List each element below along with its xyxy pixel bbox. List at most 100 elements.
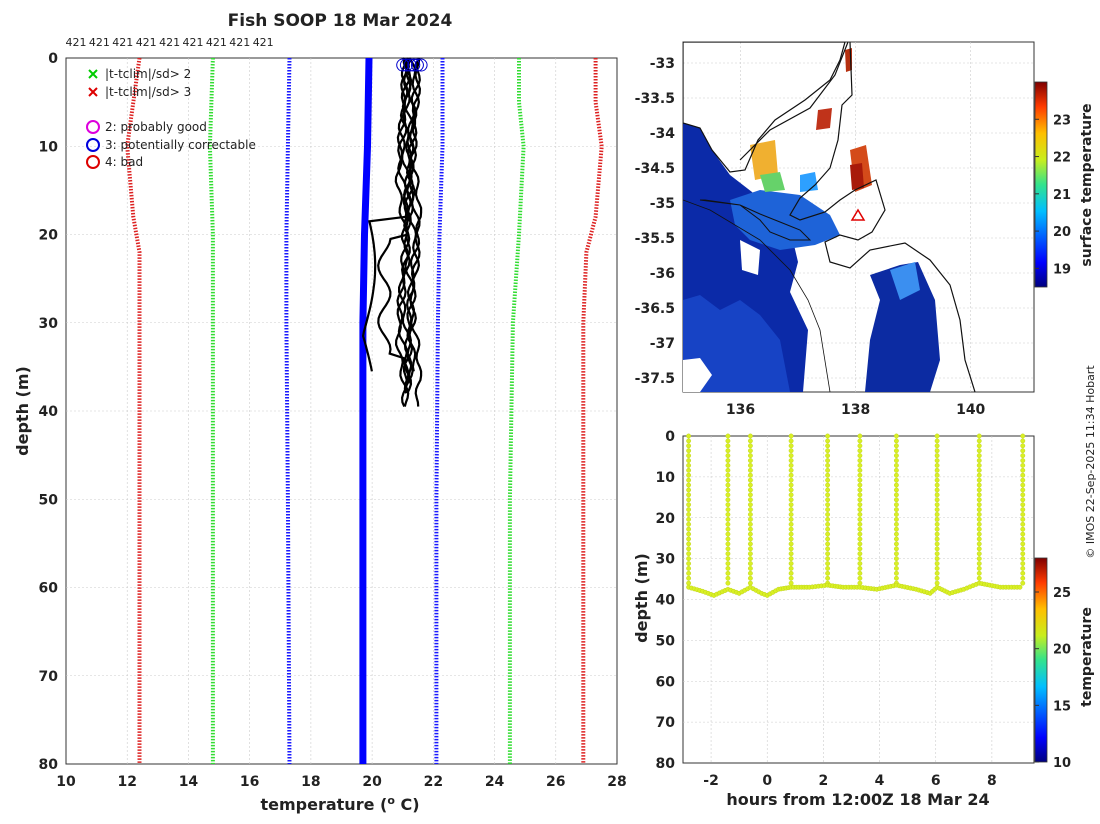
cast-point <box>725 512 731 517</box>
cast-point <box>686 512 692 517</box>
cast-point <box>934 458 940 463</box>
qc-flag-marker <box>410 58 424 72</box>
cast-point <box>825 551 831 557</box>
cast-point <box>747 526 753 532</box>
cast-point <box>825 546 831 552</box>
cast-point <box>788 580 794 586</box>
surface-temperature-colorbar <box>1034 81 1048 288</box>
cast-point <box>788 566 794 571</box>
temperature-colorbar-tick-label: 15 <box>1053 699 1071 714</box>
y-tick-label: 40 <box>39 404 59 420</box>
cast-point <box>725 477 731 483</box>
cast-point <box>747 443 753 449</box>
cast-point <box>686 575 692 581</box>
depth-time-x-tick-label: -2 <box>703 773 719 789</box>
cast-point <box>825 561 831 566</box>
cast-point <box>976 438 982 444</box>
cast-point <box>686 477 692 483</box>
cast-point <box>1020 512 1026 517</box>
cast-point <box>857 556 863 562</box>
coastline-east <box>739 42 976 392</box>
map-y-tick-label: -36 <box>650 266 675 282</box>
cast-point <box>934 531 940 537</box>
cast-point <box>725 492 731 498</box>
x-tick-label: 14 <box>179 774 199 790</box>
cast-point <box>934 556 940 562</box>
cast-point <box>825 526 831 532</box>
cast-point <box>857 443 863 449</box>
cast-point <box>825 448 831 454</box>
surface-colorbar-tick-label: 20 <box>1053 225 1071 240</box>
legend-circle-marker <box>86 155 100 169</box>
map-ticks: 136 138 140 -33 -33.5 -34 -34.5 -35 -35.5 -36 -36.… <box>635 56 986 418</box>
cast-point <box>894 516 899 522</box>
cast-point <box>934 463 940 468</box>
cast-point <box>747 566 753 571</box>
cast-point <box>1020 575 1026 581</box>
cast-point <box>976 561 982 566</box>
climatology-line--3-sd <box>125 58 142 764</box>
cast-point <box>894 566 899 571</box>
cast-point <box>788 458 794 463</box>
cast-point <box>788 551 794 557</box>
depth-time-grid <box>683 436 1034 763</box>
cast-point <box>934 516 940 522</box>
cast-point <box>857 546 863 552</box>
cast-point <box>894 433 899 439</box>
x-axis-label: temperature (o C) <box>260 794 419 814</box>
legend-x-marker <box>88 87 98 97</box>
cast-point <box>686 580 692 586</box>
cast-point <box>747 463 753 468</box>
cast-point <box>725 516 731 522</box>
cast-point <box>788 477 794 483</box>
cast-point <box>686 443 692 449</box>
cast-point <box>894 526 899 532</box>
cast-point <box>934 482 940 488</box>
top-count-label: 421 <box>66 36 87 49</box>
cast-point <box>894 575 899 581</box>
cast-point <box>686 448 692 454</box>
cast-point <box>857 458 863 463</box>
cast-point <box>1020 438 1026 444</box>
cast-point <box>686 502 692 508</box>
cast-point <box>934 575 940 581</box>
cast-point <box>976 536 982 542</box>
cast-point <box>747 448 753 454</box>
cast-point <box>894 521 899 527</box>
land-gap-1 <box>683 358 712 392</box>
land-gap-2 <box>740 240 760 275</box>
cast-point <box>686 487 692 493</box>
cast-point <box>788 546 794 552</box>
cast-point <box>825 458 831 463</box>
cast-point <box>725 433 731 439</box>
depth-time-y-tick-label: 20 <box>656 511 676 527</box>
coastline-kangaroo-island <box>699 199 812 241</box>
cast-point <box>686 463 692 468</box>
cast-point <box>788 521 794 527</box>
depth-time-x-tick-label: 0 <box>762 773 772 789</box>
temperature-profile <box>377 57 418 394</box>
cast-point <box>976 467 982 473</box>
cast-point <box>934 492 940 498</box>
map-y-tick-label: -37 <box>650 336 675 352</box>
y-tick-label: 80 <box>39 757 59 773</box>
profile-panel: Fish SOOP 18 Mar 2024 421 421 421 421 421 421… <box>13 11 627 814</box>
cast-point <box>857 531 863 537</box>
depth-time-x-tick-label: 6 <box>931 773 941 789</box>
depth-time-y-tick-label: 10 <box>656 470 676 486</box>
cast-point <box>894 497 899 503</box>
shelf-contour <box>683 199 831 392</box>
map-y-tick-label: -34 <box>650 126 676 142</box>
cast-point <box>725 536 731 542</box>
cast-point <box>686 531 692 537</box>
cast-point <box>725 482 731 488</box>
cast-point <box>894 463 899 468</box>
cast-point <box>825 531 831 537</box>
cast-point <box>686 482 692 488</box>
cast-point <box>686 467 692 473</box>
cast-point <box>934 472 940 478</box>
cast-point <box>976 482 982 488</box>
cast-location-marker <box>850 208 866 221</box>
